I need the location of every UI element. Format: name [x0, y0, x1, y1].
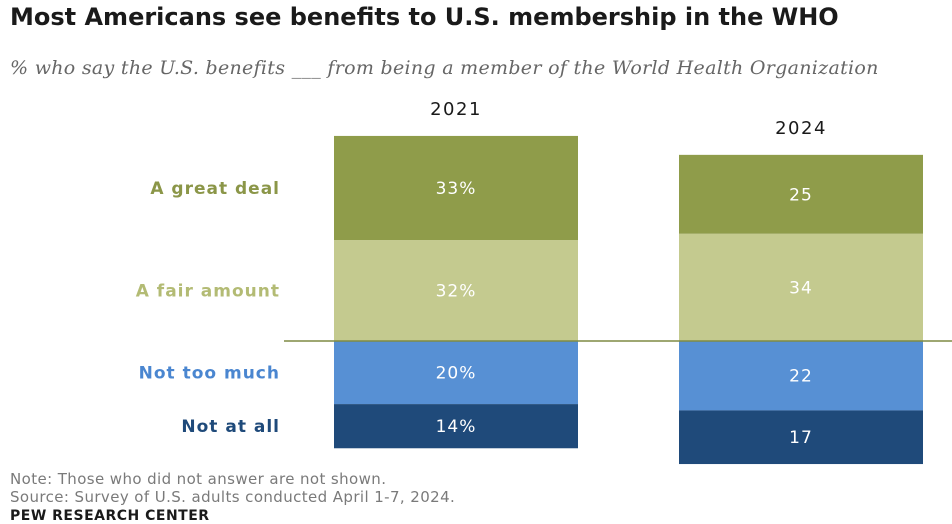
- row-label-not-too-much: Not too much: [139, 364, 280, 384]
- bar-not-at-all-2021: [334, 404, 578, 449]
- bar-a-great-deal-2024: [679, 154, 923, 234]
- chart-subtitle: % who say the U.S. benefits ___ from bei…: [10, 57, 879, 79]
- row-label-a-great-deal: A great deal: [150, 179, 280, 199]
- data-label-not-at-all-2024: 17: [789, 428, 813, 448]
- data-label-a-great-deal-2024: 25: [789, 185, 813, 205]
- chart-note: Note: Those who did not answer are not s…: [10, 470, 387, 488]
- data-label-not-at-all-2021: 14%: [436, 417, 477, 437]
- bar-a-fair-amount-2021: [334, 240, 578, 341]
- data-label-a-great-deal-2021: 33%: [436, 179, 477, 199]
- pew-brand-logo: PEW RESEARCH CENTER: [10, 508, 210, 524]
- bar-not-too-much-2024: [679, 341, 923, 411]
- bar-a-fair-amount-2024: [679, 233, 923, 341]
- category-label-2024: 2024: [775, 118, 827, 139]
- bar-a-great-deal-2021: [334, 135, 578, 241]
- row-label-a-fair-amount: A fair amount: [136, 282, 280, 302]
- data-label-not-too-much-2021: 20%: [436, 364, 477, 384]
- chart-title: Most Americans see benefits to U.S. memb…: [10, 3, 839, 31]
- category-label-2021: 2021: [430, 99, 482, 120]
- row-label-not-at-all: Not at all: [181, 417, 280, 437]
- bar-not-too-much-2021: [334, 341, 578, 405]
- data-label-a-fair-amount-2024: 34: [789, 278, 813, 298]
- chart-source: Source: Survey of U.S. adults conducted …: [10, 488, 456, 506]
- data-label-a-fair-amount-2021: 32%: [436, 282, 477, 302]
- stacked-bar-chart: 32% 33% 20% 14% 2021 34 25 22 17 2024 A great deal…: [136, 99, 952, 465]
- bar-not-at-all-2024: [679, 410, 923, 465]
- data-label-not-too-much-2024: 22: [789, 367, 813, 387]
